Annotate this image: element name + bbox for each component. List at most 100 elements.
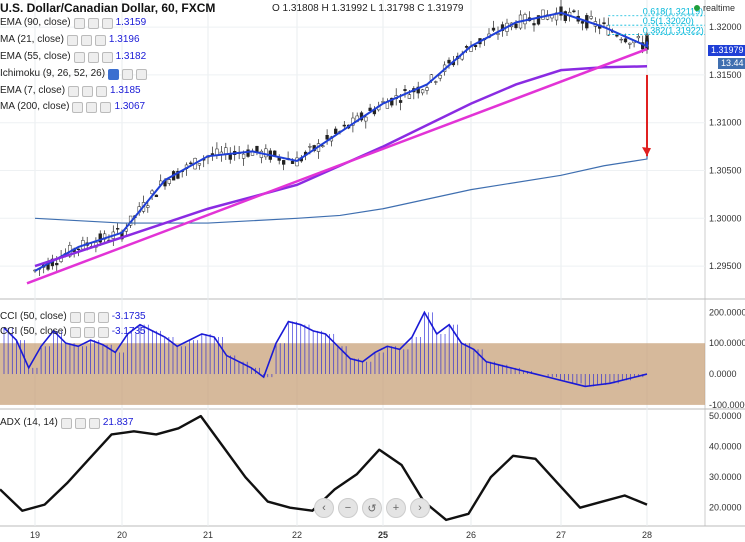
candle-body — [559, 6, 563, 16]
indicator-adx[interactable]: ADX (14, 14) 21.837 — [0, 417, 133, 429]
close-icon[interactable] — [97, 326, 109, 338]
close-icon[interactable] — [97, 311, 109, 323]
settings-icon[interactable] — [82, 85, 94, 97]
time-tick-label: 21 — [203, 530, 213, 540]
indicator-ma200[interactable]: MA (200, close) 1.3067 — [0, 101, 145, 113]
settings-icon[interactable] — [87, 17, 99, 29]
candle-body — [55, 263, 59, 266]
indicator-label: MA (200, close) — [0, 101, 70, 112]
eye-icon[interactable] — [108, 68, 120, 80]
candle-body — [434, 81, 438, 83]
settings-icon[interactable] — [83, 311, 95, 323]
candle-body — [290, 161, 295, 164]
series-line-ma200 — [34, 154, 648, 224]
candle-body — [541, 9, 545, 20]
candle-body — [416, 86, 420, 94]
indicator-ichimoku[interactable]: Ichimoku (9, 26, 52, 26) — [0, 68, 148, 80]
indicator-ema55[interactable]: EMA (55, close) 1.3182 — [0, 51, 146, 63]
indicator-label: CCI (50, close) — [0, 311, 67, 322]
candle-body — [273, 150, 277, 156]
candle-body — [420, 89, 425, 94]
eye-icon[interactable] — [69, 311, 81, 323]
realtime-label: realtime — [702, 3, 735, 13]
candle-body — [264, 148, 268, 158]
cci-band — [0, 343, 705, 405]
candle-body — [514, 23, 518, 29]
price-tick-label: 1.30500 — [709, 166, 742, 176]
candle-body — [496, 33, 500, 35]
candle-body — [602, 22, 606, 25]
indicator-label: EMA (7, close) — [0, 85, 66, 96]
indicator-value: -3.1735 — [111, 326, 146, 337]
settings-icon[interactable] — [80, 34, 92, 46]
time-tick-label: 28 — [642, 530, 652, 540]
close-icon[interactable] — [101, 51, 113, 63]
eye-icon[interactable] — [72, 101, 84, 113]
candle-body — [623, 38, 628, 43]
candle-body — [619, 38, 623, 41]
eye-icon[interactable] — [73, 17, 85, 29]
close-icon[interactable] — [100, 101, 112, 113]
close-icon[interactable] — [101, 17, 113, 29]
cci-tick-label: -100.0000 — [709, 400, 745, 410]
settings-icon[interactable] — [122, 68, 134, 80]
candle-body — [146, 205, 150, 208]
scroll-left-button[interactable]: ‹ — [314, 498, 334, 518]
indicator-cci-1[interactable]: CCI (50, close) -3.1735 — [0, 311, 146, 323]
eye-icon[interactable] — [60, 417, 72, 429]
eye-icon[interactable] — [68, 85, 80, 97]
indicator-label: MA (21, close) — [0, 34, 64, 45]
indicator-label: Ichimoku (9, 26, 52, 26) — [0, 68, 106, 79]
close-icon[interactable] — [94, 34, 106, 46]
candle-body — [154, 194, 159, 198]
series-line-ema7 — [34, 11, 648, 272]
zoom-out-button[interactable]: − — [338, 498, 358, 518]
candle-body — [98, 233, 102, 243]
indicator-ema7[interactable]: EMA (7, close) 1.3185 — [0, 85, 141, 97]
price-tick-label: 1.32000 — [709, 22, 742, 32]
close-icon[interactable] — [88, 417, 100, 429]
price-tick-label: 1.30000 — [709, 213, 742, 223]
zoom-in-button[interactable]: + — [386, 498, 406, 518]
cci-tick-label: 100.0000 — [709, 338, 745, 348]
settings-icon[interactable] — [87, 51, 99, 63]
indicator-value: -3.1735 — [111, 311, 146, 322]
candle-body — [464, 46, 469, 48]
settings-icon[interactable] — [86, 101, 98, 113]
candle-body — [403, 89, 407, 91]
candle-body — [636, 36, 641, 39]
eye-icon[interactable] — [66, 34, 78, 46]
reset-button[interactable]: ↺ — [362, 498, 382, 518]
indicator-value: 1.3196 — [108, 34, 140, 45]
candle-body — [176, 170, 180, 179]
settings-icon[interactable] — [83, 326, 95, 338]
fib-level-label: 0.5(1.32020) — [643, 16, 694, 26]
eye-icon[interactable] — [69, 326, 81, 338]
candle-body — [321, 145, 325, 147]
close-icon[interactable] — [96, 85, 108, 97]
indicator-value: 21.837 — [102, 417, 134, 428]
live-dot-icon — [693, 5, 700, 11]
candle-body — [438, 75, 442, 79]
indicator-value: 1.3182 — [115, 51, 147, 62]
candle-body — [580, 21, 585, 24]
indicator-ma21[interactable]: MA (21, close) 1.3196 — [0, 34, 140, 46]
candle-body — [447, 59, 451, 64]
cci-tick-label: 0.0000 — [709, 369, 737, 379]
close-icon[interactable] — [136, 68, 148, 80]
time-tick-label: 25 — [378, 530, 388, 540]
time-tick-label: 22 — [292, 530, 302, 540]
scroll-right-button[interactable]: › — [410, 498, 430, 518]
time-tick-label: 20 — [117, 530, 127, 540]
candle-body — [246, 149, 250, 157]
eye-icon[interactable] — [73, 51, 85, 63]
time-tick-label: 26 — [466, 530, 476, 540]
indicator-cci-2[interactable]: CCI (50, close) -3.1735 — [0, 326, 146, 338]
settings-icon[interactable] — [74, 417, 86, 429]
indicator-ema90[interactable]: EMA (90, close) 1.3159 — [0, 17, 146, 29]
candle-body — [532, 23, 536, 26]
candle-body — [589, 16, 593, 19]
trendline — [26, 47, 648, 285]
